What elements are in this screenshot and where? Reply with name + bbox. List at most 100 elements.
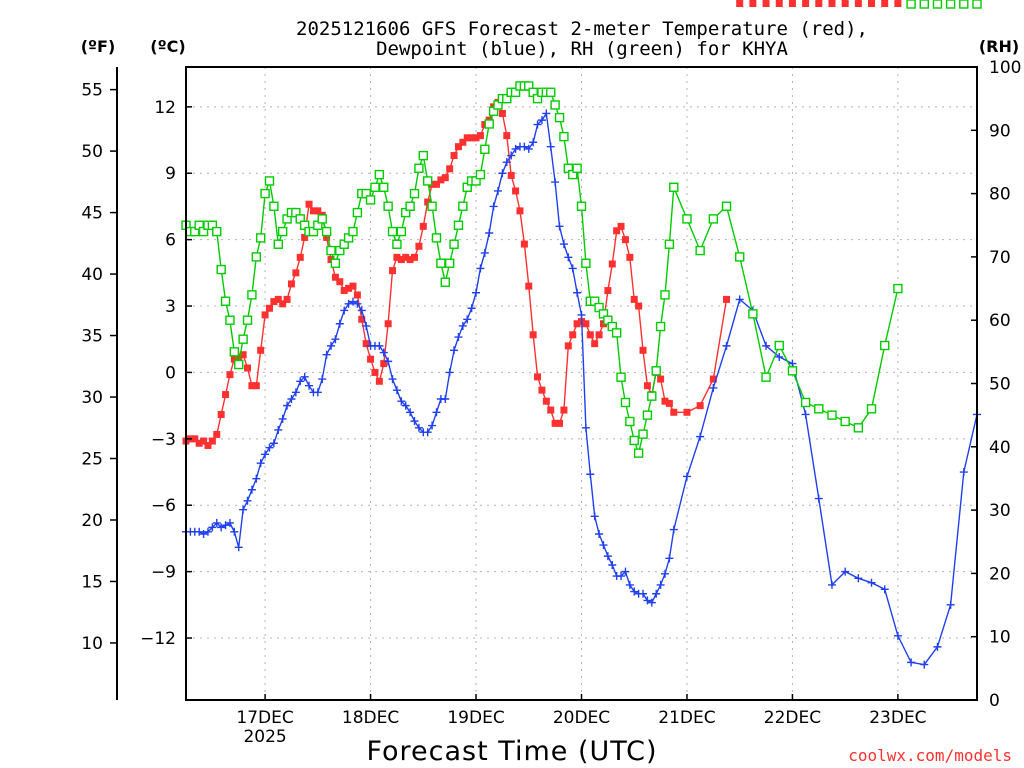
rh-point [853,423,864,433]
temperature-point [854,0,862,7]
rh-tick-label: 10 [989,628,1011,648]
dewpoint-point [555,222,564,231]
temperature-point [881,0,889,7]
rh-point [264,176,275,186]
temperature-point [213,430,221,438]
temperature-point [639,346,647,354]
fahrenheit-tick-label: 45 [81,204,103,224]
rh-point [620,397,631,408]
dewpoint-point [814,494,823,503]
dewpoint-point [630,587,639,596]
dewpoint-series [182,109,981,669]
temperature-point [525,282,533,290]
temperature-point [520,240,528,248]
rh-point [453,220,464,230]
temperature-point [244,364,252,372]
rh-point [247,290,257,300]
rh-point [392,239,402,249]
rh-point [572,163,582,173]
dewpoint-point [529,138,538,147]
celsius-tick-label: 6 [165,231,176,251]
temperature-point [498,109,506,117]
dewpoint-point [234,543,243,552]
temperature-point [643,382,651,390]
dewpoint-point [564,253,573,262]
dewpoint-point [827,580,836,589]
dewpoint-point [313,388,322,397]
x-tick-label: 20DEC [553,708,610,728]
rh-point [277,226,288,237]
dewpoint-point [735,295,744,304]
rh-point [840,416,850,427]
rh-point [546,87,556,98]
dewpoint-point [485,228,494,237]
temperature-point [287,280,295,288]
temperature-point [274,295,282,303]
rh-point [919,0,929,9]
temperature-point [560,406,568,414]
dewpoint-point [344,299,353,308]
dewpoint-point [450,346,459,355]
rh-point [932,0,943,9]
x-tick-label: 22DEC [764,708,821,728]
dewpoint-point [291,388,300,397]
dewpoint-point [867,578,876,587]
dewpoint-point [410,417,419,426]
temperature-point [367,355,375,363]
temperature-point [389,267,397,275]
temperature-point [775,0,783,7]
dewpoint-point [665,554,674,563]
dewpoint-point [577,310,586,319]
rh-point [229,347,240,357]
rh-point [827,410,837,420]
fahrenheit-tick-label: 25 [81,450,103,470]
dewpoint-point [643,596,652,605]
rh-point [625,416,635,427]
dewpoint-point [520,142,529,151]
dewpoint-point [590,512,599,521]
x-tick-label: 17DEC [236,708,293,728]
dewpoint-point [502,158,511,167]
dewpoint-point [247,485,256,494]
dewpoint-point [357,306,366,315]
rh-point [436,258,446,268]
x-tick-year-label: 2025 [243,727,286,747]
rh-point [972,0,982,9]
dewpoint-point [322,350,331,359]
rh-point [906,0,916,9]
temperature-point [635,302,643,310]
dewpoint-point [331,335,340,344]
chart-title-line2: Dewpoint (blue), RH (green) for KHYA [376,38,788,60]
temperature-point [538,386,546,394]
dewpoint-point [498,169,507,178]
dewpoint-point [256,459,265,468]
temperature-point [358,315,366,323]
rh-series [181,0,982,458]
temperature-point [340,287,348,295]
dewpoint-point [533,120,542,129]
temperature-point [529,331,537,339]
dewpoint-point [511,144,520,153]
dewpoint-point [454,333,463,342]
dewpoint-point [959,468,968,477]
rh-tick-label: 80 [989,185,1011,205]
temperature-point [564,342,572,350]
temperature-point [226,371,234,379]
rh-point [256,233,266,243]
rh-point [748,309,758,319]
x-axis-title: Forecast Time (UTC) [366,736,657,767]
x-tick-label: 21DEC [658,708,715,728]
temperature-point [573,320,581,328]
rh-unit-label: (RH) [979,37,1019,56]
temperature-point [397,256,405,264]
temperature-point [314,207,322,215]
temperature-point [547,406,555,414]
temperature-point [604,287,612,295]
dewpoint-point [559,240,568,249]
rh-point [414,163,424,173]
dewpoint-point [652,589,661,598]
dewpoint-point [608,560,617,569]
temperature-point [371,368,379,376]
temperature-point [621,236,629,244]
rh-point [409,188,420,199]
